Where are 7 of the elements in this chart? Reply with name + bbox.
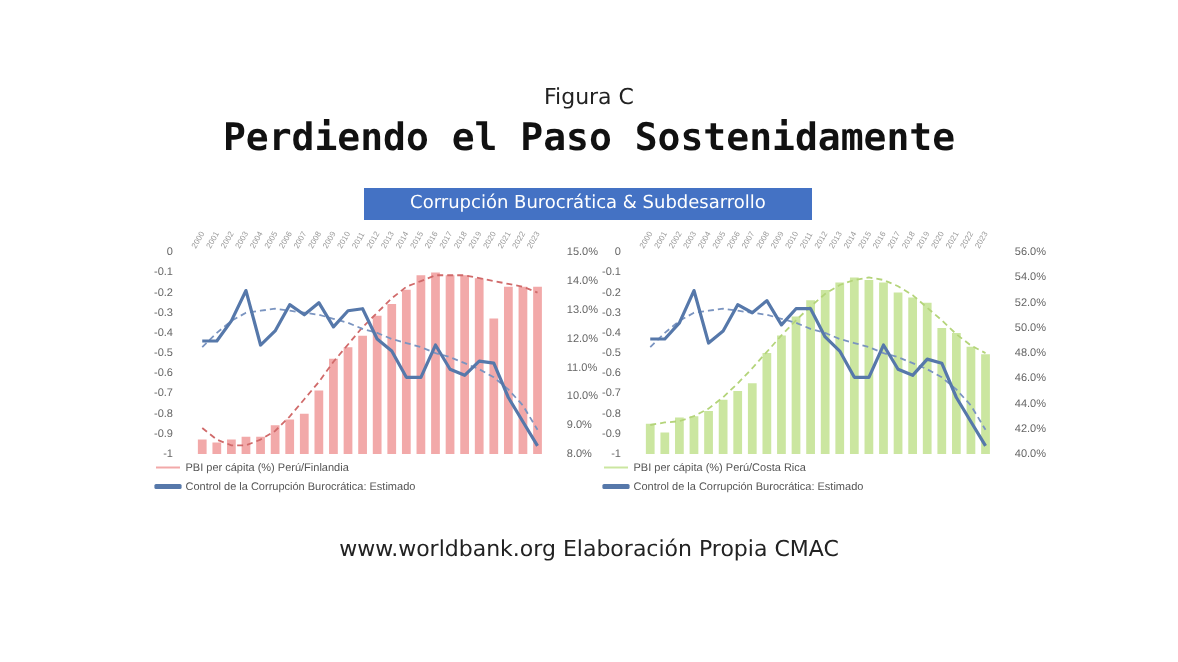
text: Figura C <box>542 84 636 110</box>
line-series <box>649 276 987 426</box>
line-series <box>649 307 987 431</box>
text: www.worldbank.org Elaboración Propia CMAC <box>337 536 841 562</box>
line-series <box>201 307 539 431</box>
text: Corrupción Burocrática & Subdesarrollo <box>364 188 812 220</box>
chart-title: Perdiendo el Paso Sostenidamente <box>220 116 958 160</box>
